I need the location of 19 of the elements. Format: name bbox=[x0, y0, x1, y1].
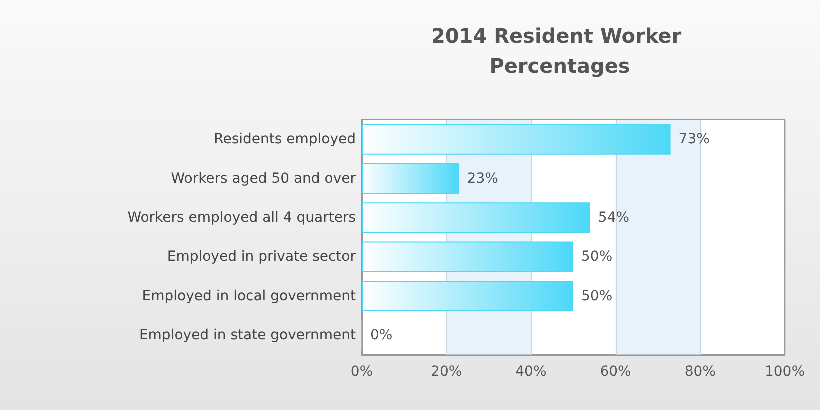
y-tick-label: Residents employed bbox=[214, 132, 356, 148]
chart-title: 2014 Resident Worker Percentages bbox=[431, 24, 689, 78]
data-label: 73% bbox=[678, 132, 710, 148]
x-tick-label: 60% bbox=[600, 364, 632, 380]
y-tick-label: Workers aged 50 and over bbox=[171, 170, 356, 187]
data-label: 23% bbox=[467, 170, 498, 187]
x-tick-label: 40% bbox=[516, 364, 547, 380]
y-tick-label: Employed in private sector bbox=[167, 249, 356, 266]
data-label: 0% bbox=[370, 327, 393, 344]
x-tick-label: 100% bbox=[764, 364, 806, 380]
x-tick-label: 20% bbox=[431, 364, 462, 380]
data-label: 50% bbox=[582, 288, 613, 304]
y-tick-label: Employed in local government bbox=[142, 288, 356, 304]
y-tick-label: Employed in state government bbox=[139, 327, 356, 344]
data-label: 50% bbox=[582, 249, 613, 266]
data-label: 54% bbox=[598, 210, 630, 226]
x-tick-label: 0% bbox=[350, 364, 374, 380]
y-tick-label: Workers employed all 4 quarters bbox=[128, 210, 356, 226]
x-tick-label: 80% bbox=[684, 364, 716, 380]
